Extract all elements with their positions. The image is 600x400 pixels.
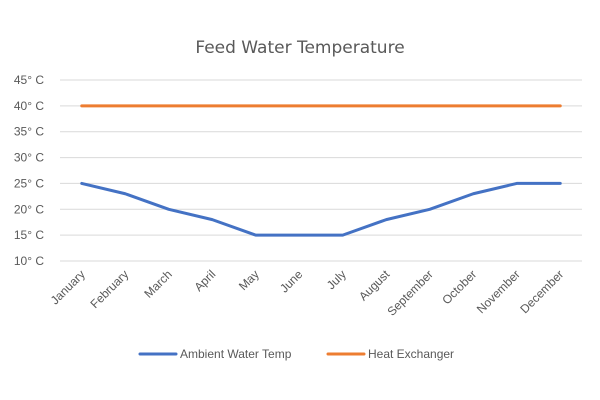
y-tick-label: 40° C xyxy=(14,99,44,113)
legend: Ambient Water Temp Heat Exchanger xyxy=(138,347,454,361)
x-tick-label: October xyxy=(439,267,479,307)
y-tick-label: 15° C xyxy=(14,228,44,242)
x-tick-label: July xyxy=(324,267,349,292)
y-tick-label: 25° C xyxy=(14,176,44,190)
legend-label: Heat Exchanger xyxy=(368,347,454,361)
x-tick-label: December xyxy=(517,267,566,316)
y-tick-label: 45° C xyxy=(14,73,44,87)
x-tick-label: February xyxy=(88,267,132,311)
x-axis-ticks: January February March April May June July Augu… xyxy=(48,267,567,319)
x-tick-label: September xyxy=(384,267,435,318)
x-tick-label: May xyxy=(236,267,262,293)
x-tick-label: November xyxy=(474,267,523,316)
x-tick-label: March xyxy=(141,267,174,300)
x-tick-label: June xyxy=(277,267,306,296)
x-tick-label: April xyxy=(191,267,218,294)
x-tick-label: January xyxy=(48,267,88,307)
series-line-ambient-water-temp xyxy=(80,181,562,237)
y-tick-label: 20° C xyxy=(14,202,44,216)
y-tick-label: 30° C xyxy=(14,151,44,165)
chart-title: Feed Water Temperature xyxy=(195,38,404,58)
series-lines xyxy=(80,104,562,237)
x-tick-label: August xyxy=(356,267,393,304)
legend-label: Ambient Water Temp xyxy=(180,347,292,361)
y-axis-ticks: 10° C 15° C 20° C 25° C 30° C 35° C 40° C 45° C xyxy=(14,73,44,268)
y-tick-label: 35° C xyxy=(14,125,44,139)
y-tick-label: 10° C xyxy=(14,254,44,268)
